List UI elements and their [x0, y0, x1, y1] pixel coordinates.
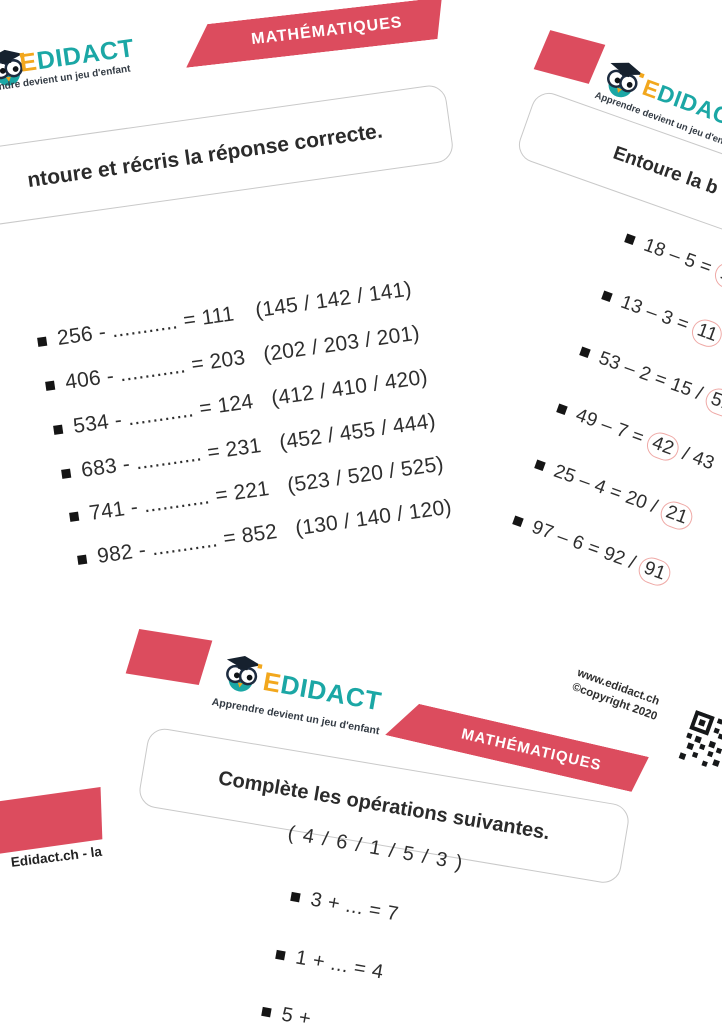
bullet-square-icon: [579, 346, 591, 359]
equation: 1 + ... = 4: [293, 946, 386, 984]
equation-pre: 53 – 2 = 15 /: [595, 347, 711, 407]
answer-options: (452 / 455 / 444): [277, 409, 438, 455]
equation-pre: 25 – 4 = 20 /: [550, 460, 666, 520]
bullet-square-icon: [512, 515, 524, 528]
problem-row: 49 – 7 = 42 / 43: [553, 396, 718, 477]
equation-post: / 43: [674, 441, 718, 475]
corner-decoration: [125, 629, 213, 685]
equation-pre: 13 – 3 =: [617, 291, 697, 338]
subject-banner-label: MATHÉMATIQUES: [250, 13, 404, 48]
corner-decoration: [533, 30, 606, 84]
bullet-square-icon: [69, 511, 80, 522]
qr-code: [678, 710, 722, 767]
problem-row: 97 – 6 = 92 / 91: [509, 508, 674, 589]
answer-options: (412 / 410 / 420): [269, 365, 430, 411]
equation: 5 +: [279, 1003, 313, 1024]
bullet-square-icon: [275, 949, 286, 961]
problem-row: 25 – 4 = 20 / 21: [531, 452, 696, 533]
bullet-square-icon: [77, 554, 88, 565]
equation-pre: 18 – 5 =: [640, 234, 720, 281]
equation-pre: 97 – 6 = 92 /: [528, 516, 644, 576]
bullet-square-icon: [534, 459, 546, 472]
wordmark-rest: DIDACT: [278, 669, 384, 717]
equation: 683 - ........... = 231: [79, 433, 263, 482]
equation: 256 - ........... = 111: [55, 302, 236, 350]
bullet-square-icon: [601, 290, 613, 303]
exercise-title-box: ntoure et récris la réponse correcte.: [0, 83, 456, 230]
bullet-square-icon: [37, 336, 48, 347]
subject-banner: MATHÉMATIQUES: [182, 0, 447, 68]
equation-pre: 49 – 7 =: [572, 404, 652, 451]
problem-row: 53 – 2 = 15 / 51: [576, 339, 722, 420]
equation: 406 - ........... = 203: [63, 345, 247, 394]
problem-row: 3 + ... = 7: [289, 885, 400, 927]
problem-row: 5 +: [260, 1000, 313, 1024]
bullet-square-icon: [290, 891, 301, 903]
answer-options: (202 / 203 / 201): [261, 321, 422, 367]
bullet-square-icon: [624, 233, 636, 246]
exercise-title: Complète les opérations suivantes.: [216, 766, 552, 844]
problem-row: 1 + ... = 4: [274, 943, 385, 985]
equation: 982 - ........... = 852: [95, 519, 279, 568]
answer-options: (523 / 520 / 525): [285, 452, 446, 498]
bullet-square-icon: [61, 468, 72, 479]
bullet-square-icon: [53, 424, 64, 435]
answer-options: (145 / 142 / 141): [253, 277, 414, 323]
bullet-square-icon: [45, 380, 56, 391]
site-footer: www.edidact.ch ©copyright 2020: [570, 666, 664, 725]
equation: 3 + ... = 7: [308, 888, 401, 926]
subject-banner-label: MATHÉMATIQUES: [459, 724, 604, 774]
problem-row: 18 – 5 = 13: [621, 226, 722, 294]
bullet-square-icon: [556, 403, 568, 416]
equation: 534 - ........... = 124: [71, 389, 255, 438]
bullet-square-icon: [261, 1006, 272, 1018]
equation: 741 - ........... = 221: [87, 476, 271, 525]
answer-options: (130 / 140 / 120): [293, 495, 454, 541]
exercise-title: ntoure et récris la réponse correcte.: [25, 119, 384, 193]
